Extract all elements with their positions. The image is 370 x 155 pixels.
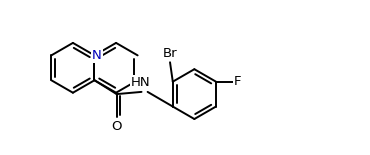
Text: Br: Br <box>163 47 177 60</box>
Text: N: N <box>92 49 102 62</box>
Text: HN: HN <box>130 76 150 89</box>
Text: F: F <box>234 75 241 88</box>
Text: O: O <box>111 120 122 133</box>
